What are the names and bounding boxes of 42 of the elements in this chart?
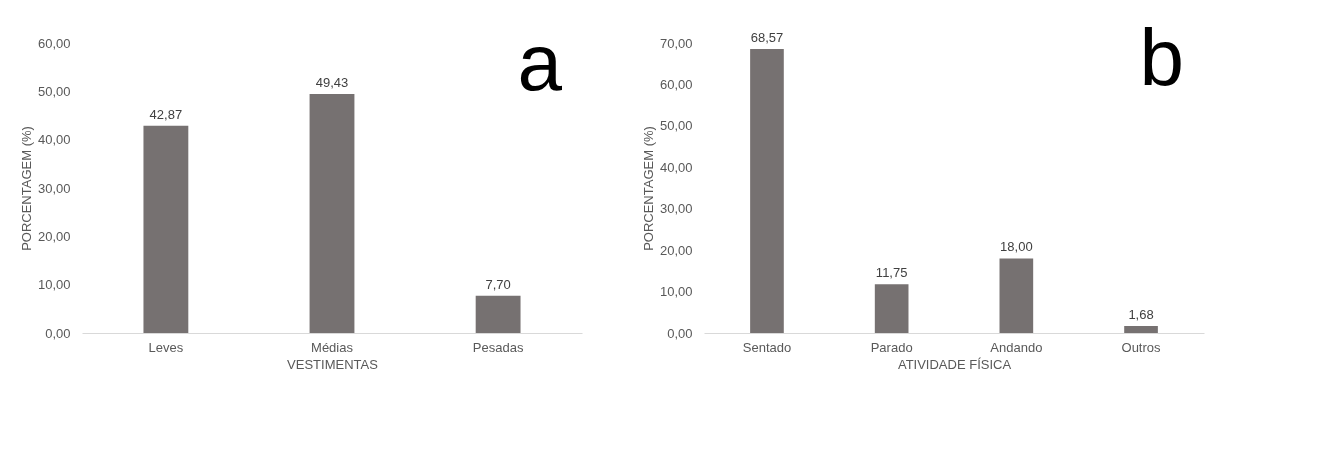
x-axis-title: ATIVIDADE FÍSICA xyxy=(897,356,1012,372)
y-tick-label: 60,00 xyxy=(37,35,71,51)
data-label: 42,87 xyxy=(149,106,183,122)
y-tick-label: 50,00 xyxy=(659,118,693,134)
y-tick-label: 50,00 xyxy=(37,83,71,99)
y-tick-label: 10,00 xyxy=(37,277,71,293)
x-tick-label: Andando xyxy=(990,339,1043,355)
data-label: 7,70 xyxy=(485,276,511,292)
y-tick-label: 0,00 xyxy=(45,325,71,341)
y-tick-label: 70,00 xyxy=(659,35,693,51)
y-tick-label: 30,00 xyxy=(659,201,693,217)
data-label: 11,75 xyxy=(875,265,908,281)
data-label: 1,68 xyxy=(1128,307,1154,323)
data-label: 68,57 xyxy=(750,29,784,45)
bar xyxy=(1124,326,1158,333)
y-axis-title: PORCENTAGEM (%) xyxy=(640,126,656,251)
x-tick-label: Leves xyxy=(148,339,184,355)
x-axis-title: VESTIMENTAS xyxy=(287,356,379,372)
y-tick-label: 20,00 xyxy=(659,242,693,258)
x-tick-label: Pesadas xyxy=(472,339,524,355)
x-tick-label: Sentado xyxy=(742,339,792,355)
y-tick-label: 40,00 xyxy=(37,132,71,148)
y-axis-title: PORCENTAGEM (%) xyxy=(18,126,34,251)
data-label: 49,43 xyxy=(315,75,349,91)
x-tick-label: Outros xyxy=(1121,339,1162,355)
bar xyxy=(475,295,521,333)
bar xyxy=(309,94,355,333)
y-tick-label: 20,00 xyxy=(37,228,71,244)
x-tick-label: Parado xyxy=(870,339,913,355)
x-tick-label: Médias xyxy=(311,339,354,355)
data-label: 18,00 xyxy=(1000,239,1033,255)
y-tick-label: 60,00 xyxy=(659,76,693,92)
y-tick-label: 40,00 xyxy=(659,159,693,175)
y-tick-label: 10,00 xyxy=(659,284,693,300)
y-tick-label: 0,00 xyxy=(667,325,693,341)
bar xyxy=(750,48,784,333)
chart-title: a xyxy=(517,18,563,107)
chart-title: b xyxy=(1139,12,1184,102)
y-tick-label: 30,00 xyxy=(37,180,71,196)
bar xyxy=(999,258,1034,333)
bar xyxy=(874,284,909,333)
bar xyxy=(143,125,189,333)
